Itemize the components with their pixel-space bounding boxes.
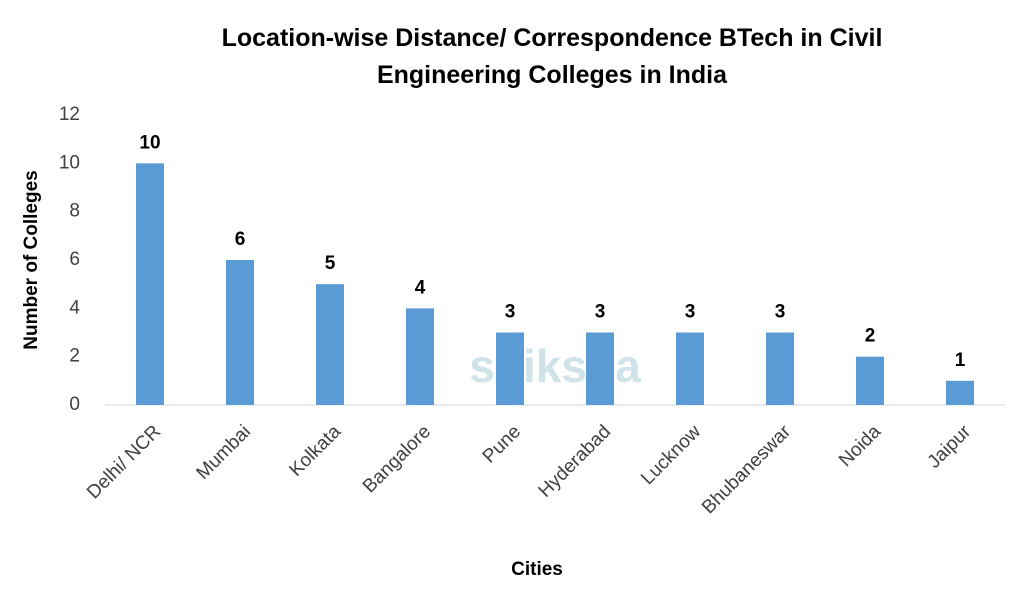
- x-tick-label: Bangalore: [359, 421, 435, 497]
- y-tick-label: 2: [69, 346, 80, 367]
- data-label: 5: [325, 253, 336, 274]
- bar: [676, 332, 704, 405]
- x-axis-label: Cities: [511, 559, 563, 580]
- data-label: 2: [865, 326, 876, 347]
- x-tick-label: Lucknow: [637, 421, 705, 489]
- x-tick-label: Noida: [835, 421, 885, 471]
- chart-title: Location-wise Distance/ Correspondence B…: [221, 24, 883, 89]
- x-tick-label: Mumbai: [192, 421, 255, 484]
- x-tick-label: Hyderabad: [535, 421, 616, 502]
- y-axis-label: Number of Colleges: [21, 170, 42, 349]
- bar: [946, 380, 974, 405]
- x-tick-label: Pune: [479, 421, 525, 467]
- data-label: 4: [415, 277, 426, 298]
- y-tick-label: 6: [69, 249, 80, 270]
- y-tick-label: 4: [69, 297, 80, 318]
- bar: [496, 332, 524, 405]
- x-tick-label: Kolkata: [285, 421, 345, 481]
- data-label: 3: [505, 302, 516, 323]
- x-tick-label: Delhi/ NCR: [83, 421, 165, 503]
- bar: [316, 284, 344, 405]
- bar: [406, 308, 434, 405]
- bar: [136, 163, 164, 405]
- y-tick-label: 8: [69, 201, 80, 222]
- watermark: shiksha: [469, 340, 641, 392]
- data-label: 3: [595, 302, 606, 323]
- bar: [586, 332, 614, 405]
- bar: [226, 260, 254, 405]
- y-tick-label: 12: [59, 104, 80, 125]
- data-label: 3: [775, 302, 786, 323]
- data-label: 3: [685, 302, 696, 323]
- data-label: 6: [235, 229, 246, 250]
- y-tick-label: 10: [59, 152, 80, 173]
- x-tick-label: Jaipur: [924, 421, 976, 473]
- x-tick-label: Bhubaneswar: [698, 421, 795, 518]
- data-label: 10: [139, 132, 160, 153]
- bar: [766, 332, 794, 405]
- bar: [856, 356, 884, 405]
- y-tick-label: 0: [69, 394, 80, 415]
- data-label: 1: [955, 350, 966, 371]
